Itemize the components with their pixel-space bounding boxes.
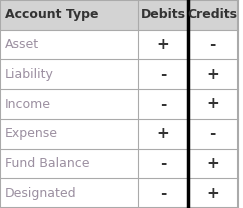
Text: Account Type: Account Type (5, 8, 98, 21)
Bar (138, 149, 188, 178)
Text: Liability: Liability (5, 68, 54, 81)
Bar (0, 30, 138, 59)
Bar (138, 59, 188, 89)
Bar (0, 89, 138, 119)
Text: -: - (210, 126, 216, 141)
Bar (0, 119, 138, 149)
Bar (138, 89, 188, 119)
Bar (0, 0, 138, 30)
Bar (188, 0, 238, 30)
Bar (138, 30, 188, 59)
Bar (0, 178, 138, 208)
Bar (138, 0, 188, 30)
Text: -: - (160, 97, 166, 111)
Text: Designated: Designated (5, 187, 76, 200)
Bar (188, 119, 238, 149)
Text: -: - (160, 67, 166, 82)
Text: -: - (210, 37, 216, 52)
Text: Credits: Credits (188, 8, 238, 21)
Text: +: + (156, 37, 169, 52)
Bar (188, 30, 238, 59)
Bar (188, 178, 238, 208)
Text: Expense: Expense (5, 127, 58, 140)
Bar (138, 178, 188, 208)
Text: +: + (207, 186, 219, 201)
Text: +: + (207, 67, 219, 82)
Text: -: - (160, 186, 166, 201)
Bar (188, 59, 238, 89)
Text: Asset: Asset (5, 38, 39, 51)
Bar (0, 149, 138, 178)
Text: +: + (207, 156, 219, 171)
Text: Fund Balance: Fund Balance (5, 157, 89, 170)
Text: -: - (160, 156, 166, 171)
Bar (0, 59, 138, 89)
Bar (188, 89, 238, 119)
Text: Income: Income (5, 98, 51, 110)
Bar (188, 149, 238, 178)
Text: +: + (207, 97, 219, 111)
Text: +: + (156, 126, 169, 141)
Bar (138, 119, 188, 149)
Text: Debits: Debits (140, 8, 185, 21)
